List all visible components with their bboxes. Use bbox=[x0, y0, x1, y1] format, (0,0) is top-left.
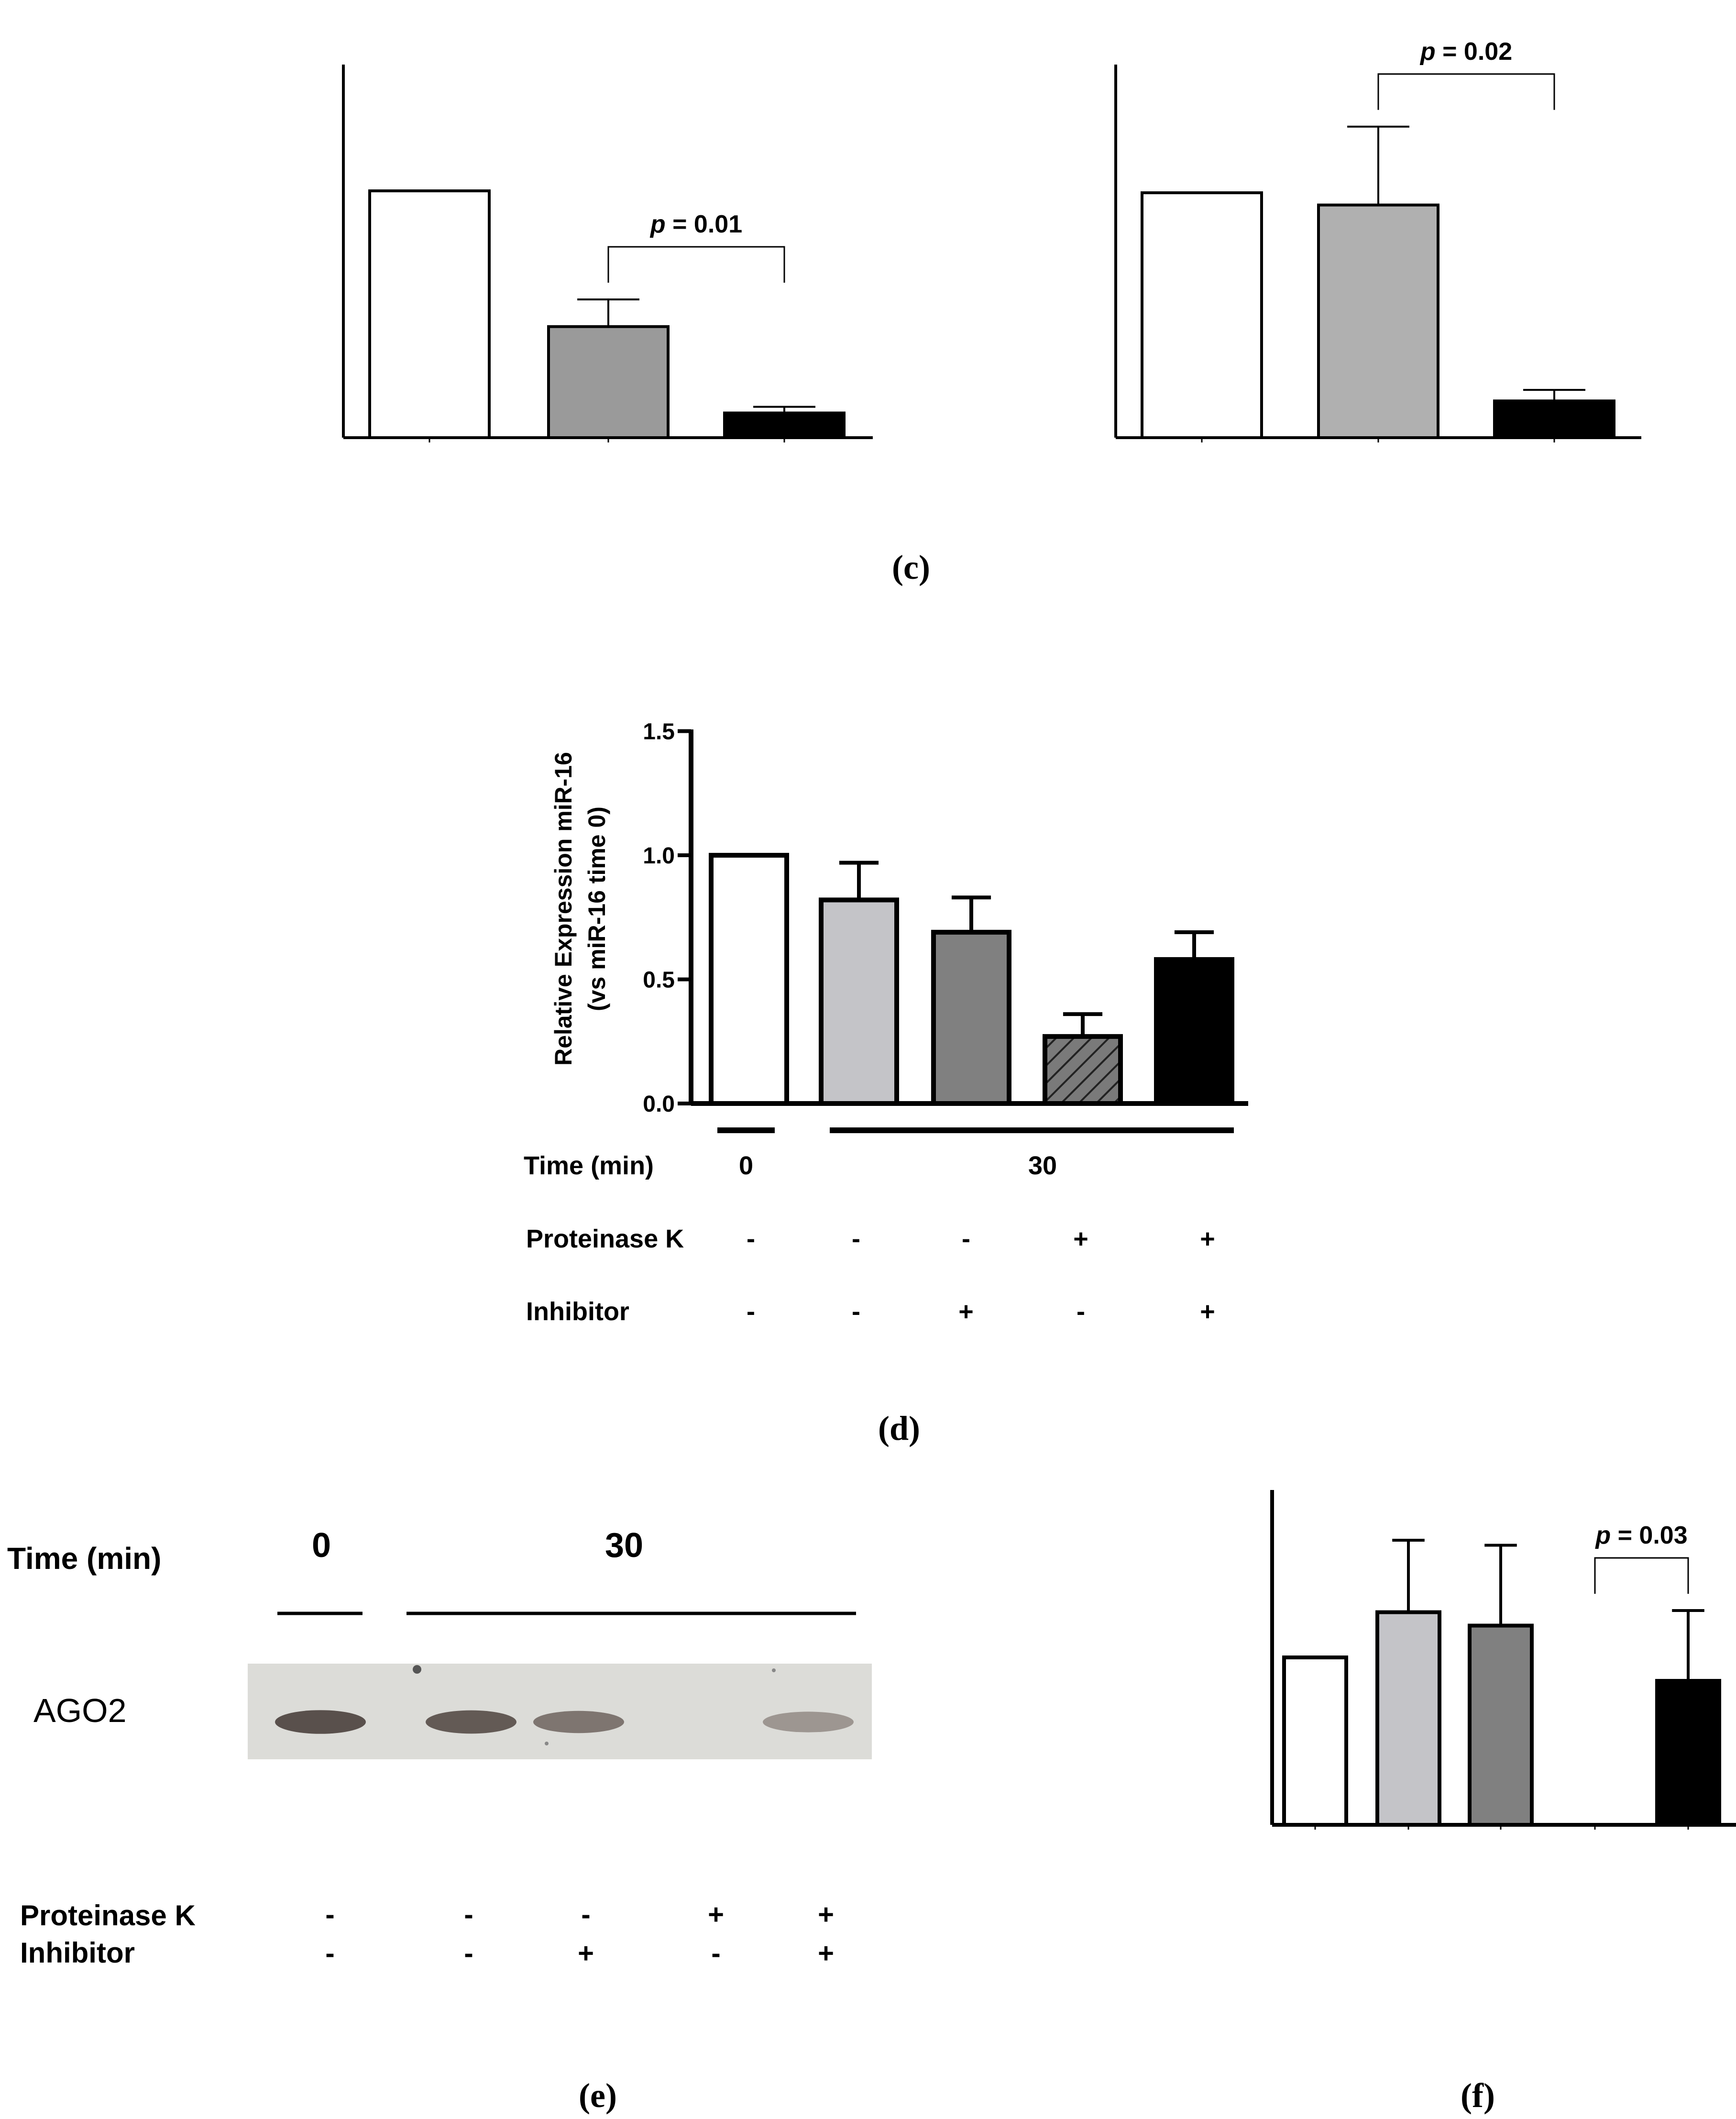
f-bar bbox=[1375, 1610, 1441, 1827]
blot-bands bbox=[275, 1710, 854, 1734]
c-right-p-number: = 0.02 bbox=[1436, 38, 1512, 66]
chart-c-right: p = 0.02 bbox=[1114, 38, 1641, 442]
d-ylabel-line2: (vs miR-16 time 0) bbox=[583, 806, 610, 1011]
d-proteinase-sign: - bbox=[962, 1225, 970, 1253]
c-right-p-value: p = 0.02 bbox=[1419, 38, 1512, 66]
f-p-symbol: p bbox=[1594, 1522, 1611, 1549]
d-ytick-label: 0.5 bbox=[643, 968, 675, 993]
d-bar bbox=[931, 929, 1011, 1106]
panel-label-c-letter: c bbox=[903, 548, 919, 586]
panel-label-e-letter: e bbox=[590, 2076, 605, 2115]
blot-membrane bbox=[248, 1664, 872, 1759]
d-ytick-label: 1.0 bbox=[643, 843, 675, 869]
e-inhibitor-sign: + bbox=[818, 1938, 834, 1969]
panel-label-e: (e) bbox=[579, 2076, 617, 2115]
f-p-value: p = 0.03 bbox=[1594, 1522, 1687, 1549]
e-proteinase-sign: - bbox=[464, 1899, 473, 1930]
panel-label-d-letter: d bbox=[890, 1409, 909, 1447]
f-bar bbox=[1655, 1679, 1721, 1827]
blot-band bbox=[763, 1711, 854, 1733]
d-row-label-proteinase: Proteinase K bbox=[526, 1225, 684, 1253]
d-inhibitor-sign: + bbox=[1200, 1297, 1215, 1326]
d-ylabel-line1: Relative Expression miR-16 bbox=[550, 752, 577, 1066]
chart-f: p = 0.03 bbox=[1270, 1490, 1736, 1830]
c-right-significance-bracket bbox=[1377, 73, 1555, 110]
e-time-label: Time (min) bbox=[7, 1541, 161, 1576]
f-significance-bracket bbox=[1594, 1557, 1689, 1594]
e-inhibitor-sign: - bbox=[325, 1938, 334, 1969]
e-proteinase-sign: - bbox=[325, 1899, 334, 1930]
c-left-bar bbox=[368, 189, 491, 439]
d-proteinase-sign: - bbox=[852, 1225, 860, 1253]
panel-label-f-letter: f bbox=[1472, 2076, 1484, 2115]
d-sign-grid: - - - + + - - + - + bbox=[747, 1225, 1215, 1326]
d-ytick-label: 1.5 bbox=[643, 719, 675, 745]
d-row-label-inhibitor: Inhibitor bbox=[526, 1297, 629, 1326]
c-right-bar bbox=[1141, 191, 1263, 439]
e-row-label-proteinase: Proteinase K bbox=[20, 1899, 196, 1931]
e-row-label-inhibitor: Inhibitor bbox=[20, 1937, 135, 1969]
e-inhibitor-sign: - bbox=[464, 1938, 473, 1969]
d-proteinase-sign: + bbox=[1073, 1225, 1088, 1253]
panel-label-c: (c) bbox=[892, 548, 930, 586]
d-proteinase-sign: + bbox=[1200, 1225, 1215, 1253]
e-inhibitor-sign: - bbox=[711, 1938, 720, 1969]
e-sign-grid: - - - + + - - + - + bbox=[325, 1899, 834, 1969]
d-inhibitor-sign: - bbox=[852, 1297, 860, 1326]
d-time-0: 0 bbox=[739, 1151, 753, 1180]
blot-band bbox=[533, 1711, 624, 1733]
c-left-p-symbol: p bbox=[649, 210, 666, 238]
c-left-p-number: = 0.01 bbox=[666, 210, 742, 238]
blot-speck bbox=[772, 1668, 776, 1672]
e-proteinase-sign: + bbox=[818, 1899, 834, 1930]
e-time-30: 30 bbox=[605, 1526, 643, 1565]
d-proteinase-sign: - bbox=[747, 1225, 755, 1253]
blot-band bbox=[426, 1710, 516, 1734]
e-proteinase-sign: + bbox=[708, 1899, 724, 1930]
d-plot-area: 0.0 0.5 1.0 1.5 bbox=[643, 719, 1248, 1117]
e-band-label: AGO2 bbox=[33, 1692, 127, 1729]
c-right-p-symbol: p bbox=[1419, 38, 1436, 66]
chart-c-left: p = 0.01 bbox=[342, 65, 873, 442]
d-time-30: 30 bbox=[1028, 1151, 1057, 1180]
d-bar bbox=[1043, 1034, 1123, 1106]
f-bar bbox=[1468, 1623, 1534, 1827]
d-bar bbox=[819, 897, 899, 1106]
blot-speck bbox=[413, 1665, 421, 1674]
e-time-0: 0 bbox=[312, 1526, 331, 1565]
c-left-bar bbox=[547, 325, 670, 439]
blot-band bbox=[275, 1710, 366, 1734]
chart-d: Relative Expression miR-16 (vs miR-16 ti… bbox=[524, 719, 1248, 1326]
c-right-bar bbox=[1493, 399, 1615, 440]
d-inhibitor-sign: - bbox=[747, 1297, 755, 1326]
panel-label-f: (f) bbox=[1461, 2076, 1495, 2115]
blot-speck bbox=[545, 1742, 549, 1745]
e-proteinase-sign: - bbox=[581, 1899, 590, 1930]
f-p-number: = 0.03 bbox=[1611, 1522, 1687, 1549]
d-time-label: Time (min) bbox=[524, 1151, 654, 1180]
d-bar bbox=[709, 853, 789, 1106]
d-bar bbox=[1154, 957, 1234, 1106]
f-bar bbox=[1282, 1655, 1348, 1827]
western-blot-e: Time (min) 0 30 AGO2 Proteinase K Inhibi… bbox=[7, 1526, 872, 1969]
d-ytick-label: 0.0 bbox=[643, 1092, 675, 1117]
c-left-p-value: p = 0.01 bbox=[649, 210, 742, 238]
d-inhibitor-sign: + bbox=[958, 1297, 974, 1326]
c-left-significance-bracket bbox=[607, 246, 785, 283]
c-left-bar bbox=[723, 411, 846, 440]
c-right-bar bbox=[1317, 203, 1439, 439]
d-inhibitor-sign: - bbox=[1077, 1297, 1085, 1326]
panel-label-d: (d) bbox=[878, 1409, 920, 1447]
e-inhibitor-sign: + bbox=[578, 1938, 594, 1969]
